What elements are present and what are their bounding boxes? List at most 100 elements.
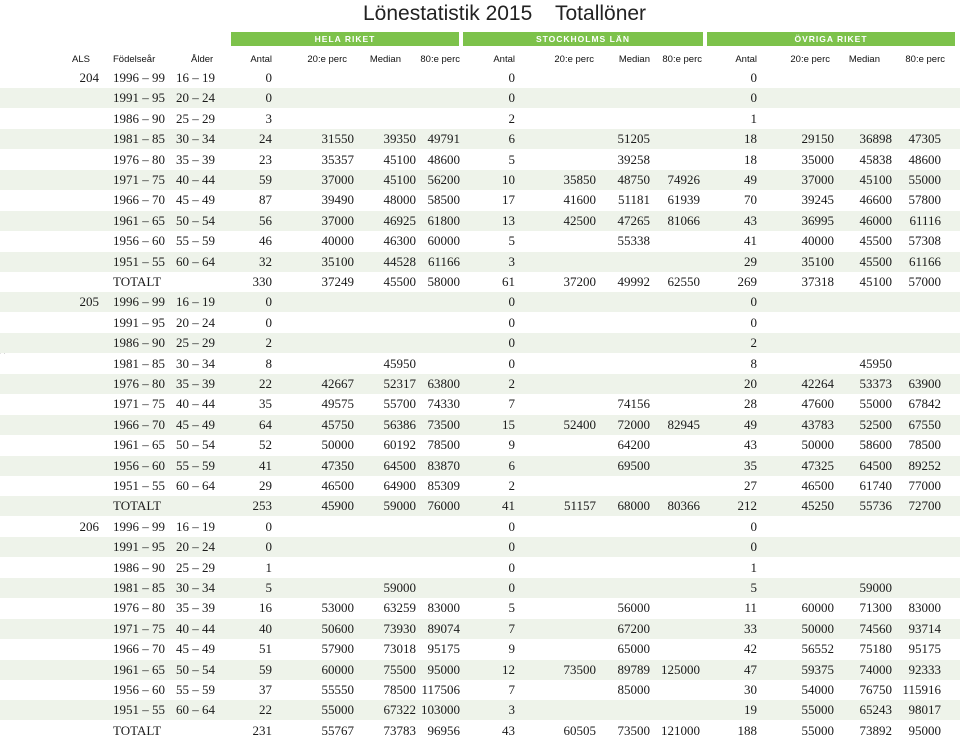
group-header-ovriga-riket: ÖVRIGA RIKET bbox=[707, 32, 955, 46]
cell-value: 54000 bbox=[801, 682, 835, 697]
cell-value: 55000 bbox=[801, 702, 835, 718]
cell-value: 60000 bbox=[801, 600, 835, 616]
cell-value: 35 bbox=[744, 457, 757, 473]
cell-value: 53000 bbox=[321, 600, 355, 616]
cell-alder: 30 – 34 bbox=[176, 131, 215, 147]
cell-value: 78500 bbox=[908, 437, 942, 453]
cell-value: 37200 bbox=[563, 274, 597, 289]
table-row: 1976 – 80 35 – 39 23 35357 45100 48600 5 39258 1… bbox=[0, 150, 960, 170]
cell-value: 18 bbox=[744, 131, 757, 147]
cell-value: 85000 bbox=[617, 682, 651, 697]
cell-alder: 40 – 44 bbox=[176, 620, 215, 636]
page-title: Lönestatistik 2015 Totallöner bbox=[0, 0, 960, 30]
cell-value: 57308 bbox=[908, 233, 942, 249]
cell-value: 61116 bbox=[909, 212, 941, 228]
cell-value: 6 bbox=[508, 131, 516, 147]
table-row: 1986 – 90 25 – 29 3 2 1 bbox=[0, 109, 960, 129]
table-row: 1956 – 60 55 – 59 46 40000 46300 60000 5 55338 4… bbox=[0, 231, 960, 251]
cell-value: 43 bbox=[744, 437, 757, 453]
table-row: 1951 – 55 60 – 64 22 55000 67322 103000 3 19 550… bbox=[0, 700, 960, 721]
cell-value: 22 bbox=[259, 376, 272, 391]
cell-value: 57800 bbox=[908, 192, 942, 208]
cell-value: 35357 bbox=[321, 151, 355, 167]
cell-value: 56386 bbox=[383, 416, 417, 432]
cell-value: 61166 bbox=[908, 253, 941, 269]
cell-value: 60505 bbox=[563, 722, 597, 738]
cell-value: 65243 bbox=[859, 702, 893, 718]
cell-value: 35000 bbox=[801, 151, 835, 167]
cell-fodelsear: TOTALT bbox=[113, 498, 162, 514]
cell-value: 2 bbox=[265, 335, 273, 351]
table-row: 1991 – 95 20 – 24 0 0 0 bbox=[0, 537, 960, 558]
cell-fodelsear: 1996 – 99 bbox=[113, 518, 165, 534]
cell-value: 73500 bbox=[617, 722, 651, 738]
cell-value: 29 bbox=[744, 253, 757, 269]
cell-fodelsear: 1966 – 70 bbox=[113, 641, 165, 657]
cell-value: 55338 bbox=[617, 233, 651, 249]
table-row: 1976 – 80 35 – 39 16 53000 63259 83000 5 56000 1… bbox=[0, 598, 960, 618]
cell-value: 74000 bbox=[859, 661, 893, 677]
cell-value: 59375 bbox=[801, 661, 835, 677]
cell-value: 121000 bbox=[661, 722, 700, 738]
cell-value: 61800 bbox=[427, 212, 461, 228]
cell-value: 20 bbox=[744, 376, 757, 391]
cell-value: 0 bbox=[508, 314, 516, 330]
cell-value: 6 bbox=[508, 457, 516, 473]
cell-value: 29 bbox=[259, 478, 272, 493]
cell-value: 95175 bbox=[908, 641, 942, 657]
cell-value: 42500 bbox=[563, 212, 597, 228]
cell-value: 73892 bbox=[859, 722, 893, 738]
cell-value: 89789 bbox=[617, 661, 651, 677]
cell-value: 3 bbox=[508, 253, 516, 269]
cell-value: 74330 bbox=[427, 396, 461, 412]
cell-value: 3 bbox=[265, 110, 273, 126]
table-row: 1986 – 90 25 – 29 2 0 2 bbox=[0, 333, 960, 354]
header-alder: Ålder bbox=[191, 54, 214, 65]
cell-value: 52400 bbox=[563, 416, 597, 432]
cell-value: 35 bbox=[259, 396, 272, 412]
cell-value: 45100 bbox=[383, 151, 417, 167]
cell-value: 59 bbox=[259, 172, 272, 187]
cell-value: 0 bbox=[265, 70, 273, 85]
cell-fodelsear: 1986 – 90 bbox=[113, 110, 165, 126]
cell-value: 0 bbox=[750, 518, 758, 534]
cell-fodelsear: 1961 – 65 bbox=[113, 661, 165, 677]
cell-fodelsear: TOTALT bbox=[113, 722, 162, 738]
cell-alder: 35 – 39 bbox=[176, 151, 215, 167]
cell-value: 41 bbox=[744, 233, 757, 249]
cell-value: 16 bbox=[259, 600, 272, 616]
cell-value: 72000 bbox=[617, 416, 651, 432]
cell-value: 59000 bbox=[859, 580, 893, 595]
table-row: 1971 – 75 40 – 44 59 37000 45100 56200 10 35850… bbox=[0, 170, 960, 190]
cell-value: 7 bbox=[508, 682, 516, 697]
cell-value: 0 bbox=[508, 335, 516, 351]
column-header: 80:e perc bbox=[420, 54, 460, 65]
cell-value: 5 bbox=[508, 151, 516, 167]
cell-value: 5 bbox=[508, 233, 516, 249]
cell-value: 37249 bbox=[321, 274, 355, 289]
cell-value: 56552 bbox=[801, 641, 835, 657]
cell-value: 0 bbox=[508, 294, 516, 310]
cell-value: 73783 bbox=[383, 722, 417, 738]
cell-fodelsear: 1996 – 99 bbox=[113, 294, 165, 310]
cell-value: 12 bbox=[502, 661, 515, 677]
cell-value: 8 bbox=[265, 355, 273, 371]
column-header: 80:e perc bbox=[905, 54, 945, 65]
cell-value: 45100 bbox=[859, 172, 893, 187]
cell-value: 46 bbox=[259, 233, 272, 249]
cell-fodelsear: 1956 – 60 bbox=[113, 682, 165, 697]
cell-alder: 25 – 29 bbox=[176, 110, 215, 126]
cell-value: 74156 bbox=[617, 396, 651, 412]
cell-value: 36898 bbox=[859, 131, 893, 147]
cell-fodelsear: 1961 – 65 bbox=[113, 212, 165, 228]
cell-value: 61939 bbox=[667, 192, 701, 208]
cell-value: 39245 bbox=[801, 192, 835, 208]
cell-value: 62550 bbox=[667, 274, 701, 289]
header-als: ALS bbox=[72, 54, 90, 65]
cell-fodelsear: 1991 – 95 bbox=[113, 90, 165, 106]
cell-fodelsear: 1991 – 95 bbox=[113, 314, 165, 330]
table-row: 1981 – 85 30 – 34 8 45950 0 8 45950 bbox=[0, 354, 960, 374]
cell-fodelsear: 1951 – 55 bbox=[113, 253, 165, 269]
cell-value: 55000 bbox=[908, 172, 942, 187]
cell-alder: 45 – 49 bbox=[176, 416, 215, 432]
